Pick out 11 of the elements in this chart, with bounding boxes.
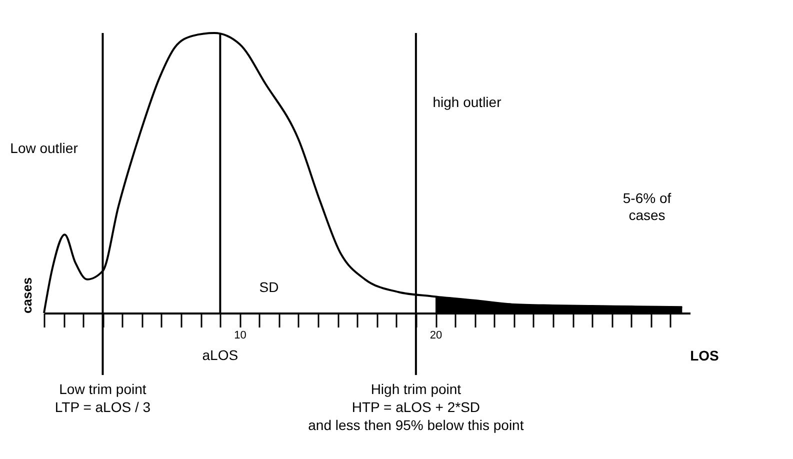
annotation: 5-6% of cases	[622, 190, 672, 223]
ref-line-label: High trim point HTP = aLOS + 2*SD and less then 95% below this point	[308, 381, 524, 433]
x-axis-title: LOS	[690, 348, 719, 364]
x-tick-label: 20	[430, 330, 442, 342]
ref-line-label: aLOS	[202, 347, 238, 363]
y-axis-title: cases	[20, 277, 34, 314]
x-tick-label: 10	[234, 330, 246, 342]
annotation: SD	[259, 279, 279, 295]
annotation: high outlier	[432, 94, 502, 110]
annotation: Low outlier	[10, 140, 78, 156]
ref-line-label: Low trim point LTP = aLOS / 3	[54, 381, 151, 415]
